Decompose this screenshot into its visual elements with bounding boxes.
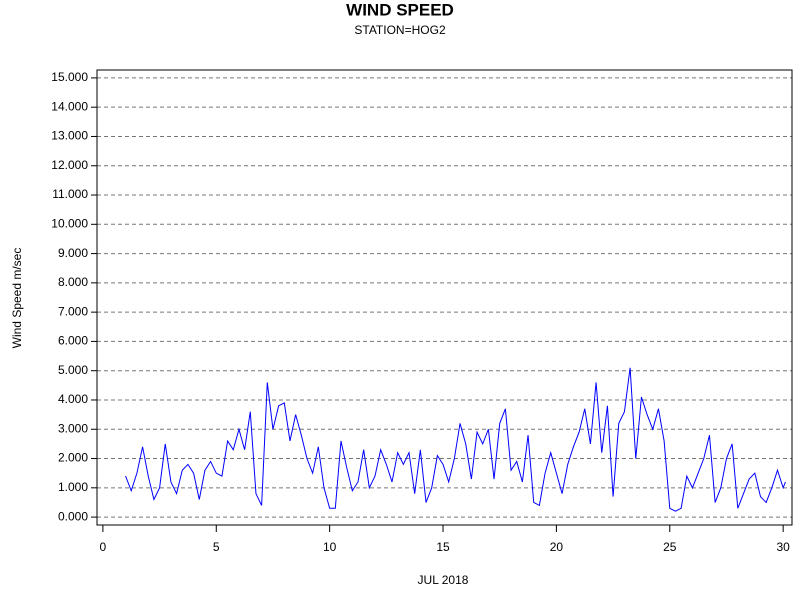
y-tick-label: 3.000 [58,421,88,435]
y-tick-label: 2.000 [58,451,88,465]
x-tick-label: 30 [776,540,790,554]
y-tick-label: 11.000 [52,187,88,201]
y-tick-label: 14.000 [51,99,88,113]
y-tick-label: 12.000 [51,158,88,172]
y-tick-label: 13.000 [51,129,88,143]
plot-frame [96,69,793,526]
y-axis-label: Wind Speed m/sec [10,248,24,349]
y-tick-label: 15.000 [51,70,88,84]
y-tick-label: 8.000 [58,275,88,289]
x-tick-label: 20 [550,540,564,554]
y-tick-label: 10.000 [51,216,88,230]
x-tick-label: 25 [663,540,677,554]
y-tick-label: 9.000 [58,246,88,260]
y-tick-label: 4.000 [58,392,88,406]
x-tick-label: 15 [436,540,450,554]
x-axis-label: JUL 2018 [418,573,469,587]
y-tick-label: 0.000 [58,509,88,523]
x-tick-label: 10 [323,540,337,554]
x-tick-label: 0 [100,540,107,554]
data-line [125,367,786,512]
y-tick-label: 6.000 [58,334,88,348]
chart-subtitle: STATION=HOG2 [354,23,446,37]
chart-title: WIND SPEED [346,0,454,19]
y-tick-label: 7.000 [58,304,88,318]
x-tick-label: 5 [213,540,220,554]
y-tick-label: 5.000 [58,363,88,377]
y-tick-label: 1.000 [58,480,88,494]
